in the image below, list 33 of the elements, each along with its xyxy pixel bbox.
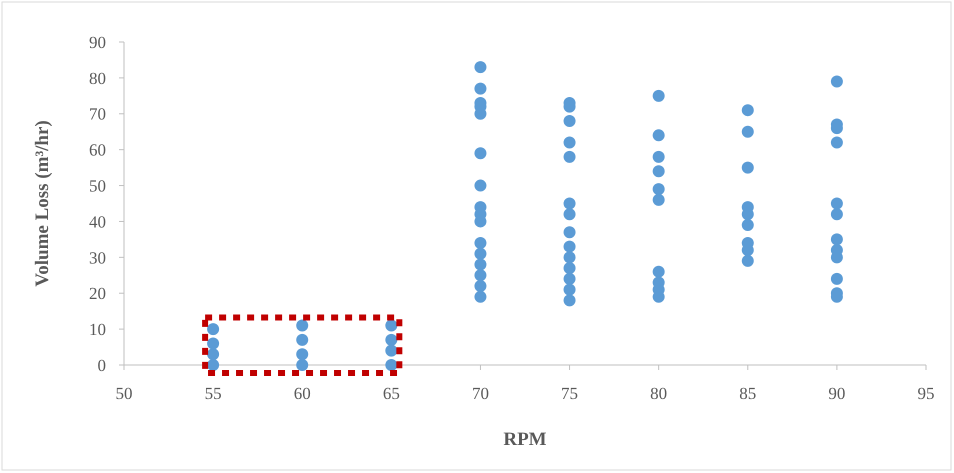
y-tick-label: 70: [89, 104, 106, 124]
point: [296, 348, 308, 360]
point: [385, 359, 398, 371]
y-tick-label: 10: [89, 320, 106, 340]
y-tick-label: 90: [89, 32, 106, 52]
point: [207, 348, 220, 360]
x-tick-label: 90: [828, 384, 846, 403]
y-tick-label: 30: [89, 248, 106, 268]
y-tick-label: 80: [89, 68, 106, 88]
y-tick-label: 50: [89, 176, 106, 196]
point: [385, 334, 398, 346]
x-axis-title: RPM: [503, 429, 547, 450]
point: [296, 334, 308, 346]
y-tick-label: 60: [89, 140, 106, 160]
point: [207, 323, 220, 336]
x-tick-label: 70: [472, 384, 489, 403]
point: [385, 344, 398, 357]
x-tick-label: 50: [116, 384, 132, 403]
x-tick-label: 55: [204, 384, 222, 403]
point: [385, 320, 398, 332]
x-tick-label: 60: [294, 384, 311, 403]
point: [207, 337, 220, 350]
x-tick-label: 75: [561, 384, 578, 403]
x-tick-label: 95: [918, 384, 934, 403]
x-tick-label: 80: [650, 384, 668, 403]
y-tick-label: 0: [98, 356, 106, 375]
y-axis-title: Volume Loss (m³/hr): [32, 120, 53, 287]
x-tick-label: 85: [739, 384, 756, 403]
x-tick-label: 65: [382, 384, 400, 403]
point: [296, 320, 308, 332]
y-tick-label: 40: [89, 212, 106, 232]
y-tick-label: 20: [89, 284, 106, 304]
point: [296, 359, 308, 371]
